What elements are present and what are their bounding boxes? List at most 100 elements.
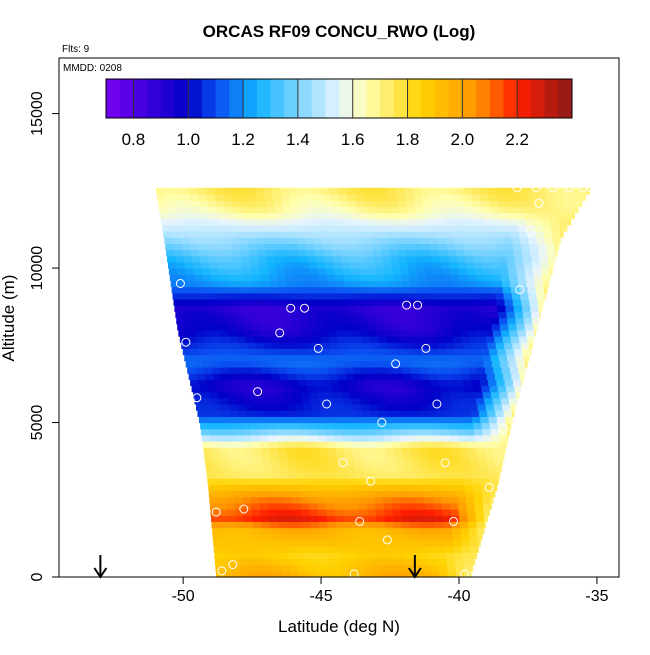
heatmap-cell	[300, 502, 310, 510]
heatmap-cell	[312, 286, 322, 294]
heatmap-cell	[481, 255, 491, 263]
heatmap-cell	[180, 237, 190, 244]
heatmap-cell	[194, 274, 204, 282]
heatmap-cell	[283, 261, 293, 269]
heatmap-cell	[378, 231, 388, 238]
heatmap-cell	[426, 397, 436, 405]
heatmap-cell	[504, 342, 513, 349]
heatmap-cell	[469, 231, 479, 238]
heatmap-cell	[385, 329, 395, 337]
heatmap-cell	[203, 329, 213, 337]
heatmap-cell	[470, 465, 480, 473]
heatmap-cell	[422, 478, 432, 485]
heatmap-cell	[432, 206, 442, 214]
heatmap-cell	[310, 218, 320, 226]
heatmap-cell	[368, 329, 378, 337]
heatmap-cell	[541, 218, 551, 226]
heatmap-cell	[268, 441, 278, 448]
heatmap-cell	[457, 428, 467, 436]
heatmap-cell	[333, 354, 343, 362]
heatmap-cell	[472, 249, 482, 257]
heatmap-cell	[370, 336, 380, 343]
heatmap-cell	[328, 336, 338, 343]
heatmap-cell	[352, 224, 362, 232]
heatmap-cell	[512, 243, 522, 251]
colorbar-segment	[284, 79, 299, 118]
heatmap-cell	[426, 218, 435, 226]
heatmap-cell	[375, 268, 385, 275]
heatmap-cell	[290, 478, 300, 485]
heatmap-cell	[471, 558, 476, 566]
heatmap-cell	[231, 564, 241, 572]
colorbar-segment	[325, 79, 340, 118]
heatmap-cell	[384, 218, 394, 226]
heatmap-cell	[303, 527, 313, 535]
heatmap-cell	[348, 200, 358, 207]
heatmap-cell	[224, 422, 234, 430]
heatmap-cell	[171, 286, 181, 294]
heatmap-cell	[344, 280, 354, 288]
heatmap-cell	[307, 311, 317, 319]
heatmap-cell	[356, 348, 366, 356]
heatmap-cell	[223, 193, 233, 201]
heatmap-cell	[256, 416, 266, 424]
heatmap-cell	[557, 212, 567, 220]
heatmap-cell	[447, 478, 457, 485]
heatmap-cell	[234, 502, 244, 510]
heatmap-cell	[227, 218, 237, 226]
colorbar-segment	[366, 79, 381, 118]
heatmap-cell	[295, 539, 305, 547]
heatmap-cell	[305, 379, 315, 387]
heatmap-cell	[359, 509, 369, 516]
heatmap-cell	[311, 404, 321, 411]
heatmap-cell	[380, 193, 390, 201]
heatmap-cell	[479, 379, 489, 387]
heatmap-cell	[245, 280, 255, 288]
heatmap-cell	[236, 521, 246, 529]
heatmap-cell	[217, 206, 226, 214]
heatmap-cell	[343, 218, 353, 226]
heatmap-cell	[277, 521, 287, 529]
heatmap-cell	[327, 447, 337, 455]
heatmap-cell	[423, 490, 433, 498]
heatmap-cell	[268, 515, 278, 522]
date-label: MMDD: 0208	[63, 63, 122, 74]
heatmap-cell	[175, 255, 185, 263]
heatmap-cell	[358, 261, 368, 269]
heatmap-cell	[482, 496, 492, 504]
heatmap-cell	[337, 546, 347, 553]
heatmap-cell	[488, 348, 498, 356]
heatmap-cell	[282, 478, 291, 485]
heatmap-cell	[278, 404, 288, 411]
heatmap-cell	[306, 416, 316, 424]
heatmap-cell	[497, 385, 507, 393]
heatmap-cell	[412, 546, 422, 553]
heatmap-cell	[218, 212, 228, 220]
heatmap-cell	[421, 379, 431, 387]
heatmap-cell	[401, 397, 411, 405]
heatmap-cell	[515, 317, 525, 325]
heatmap-cell	[368, 515, 378, 522]
heatmap-cell	[403, 533, 412, 541]
heatmap-cell	[217, 354, 227, 362]
heatmap-cell	[306, 249, 316, 257]
heatmap-cell	[494, 459, 504, 467]
heatmap-cell	[491, 268, 501, 275]
heatmap-cell	[292, 317, 301, 325]
heatmap-cell	[488, 379, 497, 387]
heatmap-cell	[512, 298, 522, 306]
heatmap-cell	[280, 552, 290, 560]
heatmap-cell	[383, 391, 393, 399]
heatmap-cell	[267, 428, 277, 436]
heatmap-cell	[259, 212, 269, 220]
heatmap-cell	[417, 323, 427, 331]
heatmap-cell	[521, 193, 531, 201]
heatmap-cell	[260, 441, 270, 448]
heatmap-cell	[514, 311, 524, 319]
heatmap-cell	[278, 224, 288, 232]
heatmap-cell	[234, 496, 244, 504]
heatmap-cell	[321, 237, 331, 244]
heatmap-cell	[204, 231, 214, 238]
colorbar-tick-label: 1.8	[396, 130, 420, 149]
heatmap-cell	[412, 465, 422, 473]
